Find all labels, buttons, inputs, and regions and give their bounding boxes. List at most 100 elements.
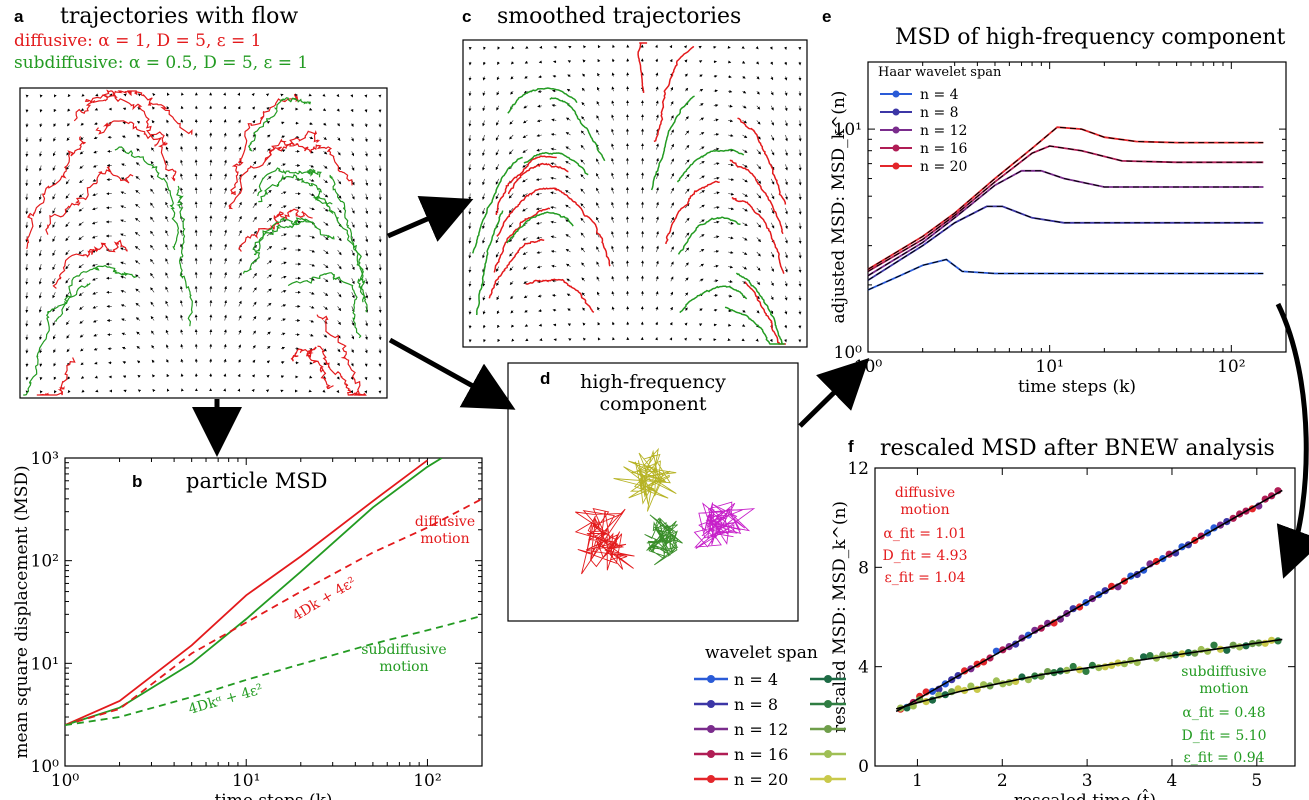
flow-arrow <box>180 257 183 265</box>
flow-arrow <box>611 58 615 62</box>
flow-arrow <box>135 288 141 293</box>
flow-arrow <box>336 389 340 394</box>
flow-arrow <box>25 264 29 271</box>
flow-arrow <box>535 207 542 211</box>
flow-arrow <box>223 373 227 377</box>
flow-arrow <box>550 176 557 180</box>
flow-arrow <box>38 221 42 229</box>
flow-arrow <box>351 151 355 157</box>
flow-arrow <box>223 314 227 321</box>
flow-arrow <box>655 72 659 77</box>
flow-arrow <box>237 92 241 96</box>
flow-arrow <box>137 120 141 124</box>
flow-arrow <box>482 164 485 171</box>
flow-arrow <box>742 251 748 255</box>
panel-b: 10⁰ 10¹ 10² 10⁰ 10¹ 10² 10³ time steps (k) mean … <box>12 449 483 800</box>
flow-arrow <box>364 348 368 354</box>
flow-arrow <box>482 91 486 96</box>
flow-arrow <box>52 151 56 157</box>
flow-arrow <box>38 235 42 243</box>
flow-arrow <box>65 292 70 298</box>
flow-arrow <box>699 263 705 267</box>
flow-arrow <box>522 266 528 270</box>
panel-a-label: a <box>14 7 24 26</box>
flow-arrow <box>266 246 273 251</box>
flow-arrow <box>784 76 788 81</box>
flow-arrow <box>565 248 571 253</box>
flow-arrow <box>137 360 141 364</box>
flow-arrow <box>323 277 329 283</box>
x-tick-label: 3 <box>1082 771 1093 791</box>
flow-arrow <box>78 221 84 226</box>
flow-arrow <box>166 359 170 363</box>
flow-arrow <box>378 221 382 229</box>
flow-arrow <box>165 187 169 194</box>
flow-arrow <box>538 323 542 327</box>
flow-arrow <box>365 165 369 172</box>
flow-arrow <box>78 277 84 283</box>
flow-arrow <box>482 105 486 112</box>
flow-arrow <box>266 162 272 166</box>
flow-arrow <box>770 105 774 111</box>
flow-arrow <box>53 348 56 353</box>
flow-arrow <box>699 160 705 165</box>
flow-arrow <box>536 119 542 123</box>
flow-arrow <box>94 107 98 111</box>
flow-arrow <box>509 120 514 125</box>
flow-arrow <box>165 329 169 335</box>
diffusive-trajectory <box>317 345 367 396</box>
legend-marker <box>892 126 900 134</box>
flow-arrow <box>152 106 156 110</box>
flow-arrow <box>524 75 528 79</box>
flow-arrow <box>468 178 472 186</box>
flow-arrow <box>655 275 659 282</box>
arrow-d-to-e <box>798 357 870 428</box>
flow-arrow <box>364 151 368 157</box>
flow-arrow <box>511 338 515 342</box>
flow-arrow <box>611 86 615 92</box>
flow-arrow <box>741 323 746 327</box>
flow-arrow <box>122 107 127 111</box>
flow-arrow <box>756 207 762 214</box>
flow-arrow <box>756 266 761 271</box>
panel-c: c smoothed trajectories <box>462 4 808 348</box>
flow-arrow <box>684 307 688 311</box>
flow-arrow <box>798 134 802 142</box>
flow-arrow <box>670 187 674 194</box>
flow-arrow <box>670 202 674 209</box>
flow-arrow <box>309 178 315 182</box>
diffusive-trajectory <box>228 130 320 210</box>
flow-arrow <box>683 45 687 49</box>
plot-frame <box>64 457 483 767</box>
flow-arrow <box>323 263 329 269</box>
flow-arrow <box>798 251 802 259</box>
flow-arrow <box>670 100 674 106</box>
legend-marker-primary <box>707 725 715 733</box>
flow-arrow <box>280 163 286 167</box>
flow-arrow <box>683 337 687 341</box>
flow-arrow <box>511 61 515 65</box>
x-tick-label: 4 <box>1167 771 1178 791</box>
flow-arrow <box>684 59 688 63</box>
flow-arrow <box>224 285 227 293</box>
flow-arrow <box>728 177 735 181</box>
flow-arrow <box>52 278 56 285</box>
flow-arrow <box>180 146 184 152</box>
flow-arrow <box>165 215 169 223</box>
flow-arrow <box>309 375 313 379</box>
flow-arrow <box>65 306 70 312</box>
high-frequency-trace <box>613 447 677 512</box>
flow-arrow <box>468 251 472 259</box>
flow-arrow <box>728 221 734 225</box>
smoothed-subdiffusive-trajectory <box>471 156 523 254</box>
flow-arrow <box>364 362 368 367</box>
flow-arrow <box>656 172 659 179</box>
flow-arrow <box>280 261 287 265</box>
flow-arrow <box>337 235 342 242</box>
flow-arrow <box>65 249 70 256</box>
flow-arrow <box>640 114 644 121</box>
flow-arrow <box>309 319 315 323</box>
flow-arrow <box>266 203 272 209</box>
flow-arrow <box>582 307 586 311</box>
panel-a-frame <box>19 87 388 399</box>
